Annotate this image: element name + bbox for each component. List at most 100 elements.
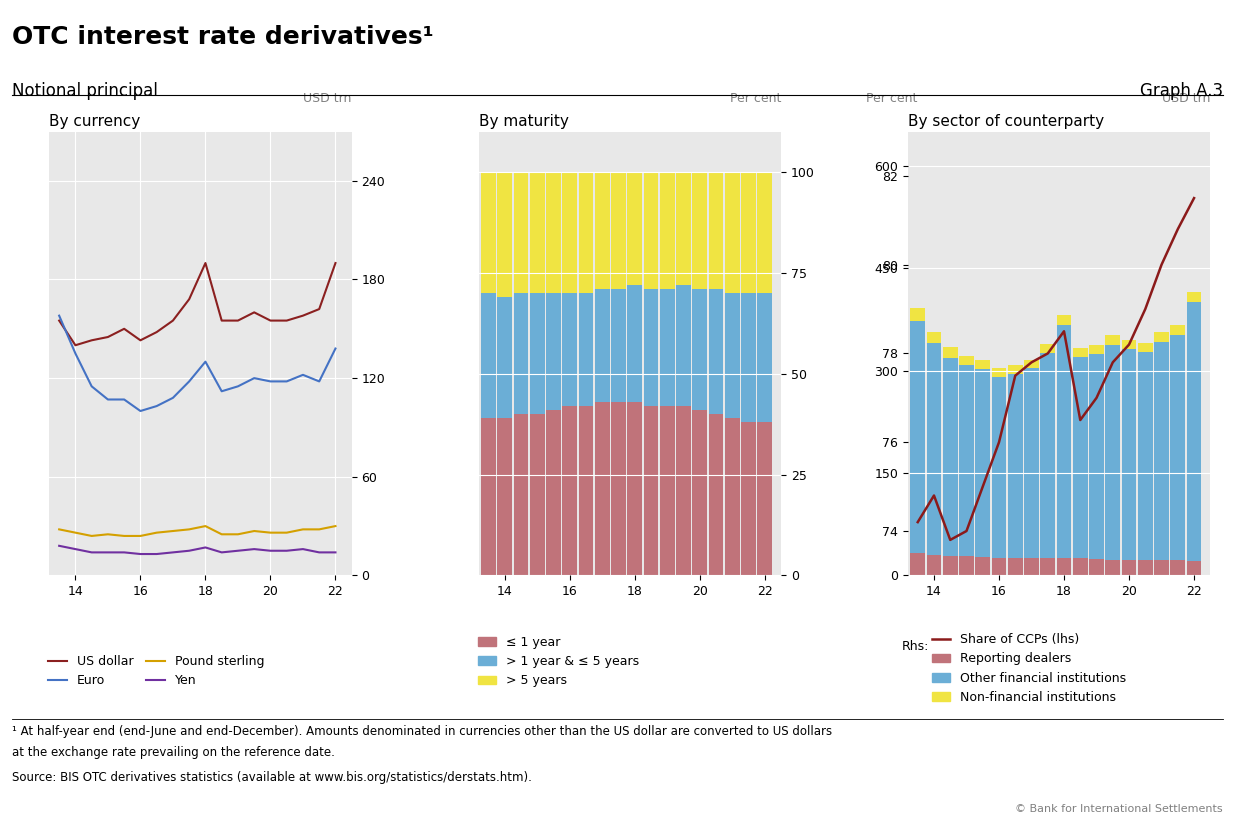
Text: USD trn: USD trn bbox=[1162, 92, 1210, 105]
Bar bbox=[514, 293, 529, 414]
Bar bbox=[1040, 353, 1055, 558]
Bar bbox=[926, 555, 941, 575]
Bar bbox=[1089, 559, 1104, 575]
Bar bbox=[579, 406, 593, 575]
Bar bbox=[1089, 354, 1104, 559]
Bar bbox=[1137, 344, 1152, 352]
Bar bbox=[530, 172, 545, 293]
Bar bbox=[530, 414, 545, 575]
Bar bbox=[725, 418, 740, 575]
Bar bbox=[1171, 335, 1186, 561]
Bar bbox=[1171, 326, 1186, 335]
Bar bbox=[992, 367, 1007, 376]
Bar bbox=[659, 172, 674, 289]
Bar bbox=[757, 422, 772, 575]
Bar bbox=[944, 358, 957, 556]
Text: Notional principal: Notional principal bbox=[12, 82, 158, 100]
Bar bbox=[659, 289, 674, 406]
Legend: Share of CCPs (lhs), Reporting dealers, Other financial institutions, Non-financ: Share of CCPs (lhs), Reporting dealers, … bbox=[926, 628, 1131, 709]
Bar bbox=[1040, 558, 1055, 575]
Bar bbox=[677, 172, 690, 285]
Bar bbox=[960, 355, 974, 365]
Text: Rhs:: Rhs: bbox=[902, 640, 929, 653]
Bar bbox=[579, 293, 593, 406]
Bar bbox=[1040, 344, 1055, 353]
Bar bbox=[514, 414, 529, 575]
Bar bbox=[1137, 352, 1152, 561]
Bar bbox=[659, 406, 674, 575]
Bar bbox=[1008, 365, 1023, 374]
Text: By maturity: By maturity bbox=[479, 114, 568, 129]
Bar bbox=[1105, 335, 1120, 344]
Bar bbox=[546, 410, 561, 575]
Bar bbox=[562, 172, 577, 293]
Bar bbox=[677, 406, 690, 575]
Bar bbox=[1073, 558, 1088, 575]
Bar bbox=[1121, 339, 1136, 349]
Bar bbox=[725, 293, 740, 418]
Bar bbox=[1155, 332, 1168, 342]
Text: Per cent: Per cent bbox=[866, 92, 918, 105]
Bar bbox=[1008, 558, 1023, 575]
Bar bbox=[1105, 560, 1120, 575]
Bar bbox=[530, 293, 545, 414]
Bar bbox=[595, 402, 610, 575]
Text: Per cent: Per cent bbox=[730, 92, 781, 105]
Bar bbox=[611, 289, 626, 402]
Text: By currency: By currency bbox=[49, 114, 141, 129]
Bar bbox=[1089, 345, 1104, 354]
Bar bbox=[595, 289, 610, 402]
Text: at the exchange rate prevailing on the reference date.: at the exchange rate prevailing on the r… bbox=[12, 746, 335, 759]
Bar bbox=[611, 402, 626, 575]
Bar bbox=[562, 293, 577, 406]
Bar bbox=[1121, 349, 1136, 561]
Bar bbox=[757, 172, 772, 293]
Bar bbox=[910, 308, 925, 321]
Bar bbox=[1187, 292, 1202, 302]
Bar bbox=[627, 402, 642, 575]
Text: Source: BIS OTC derivatives statistics (available at www.bis.org/statistics/ders: Source: BIS OTC derivatives statistics (… bbox=[12, 771, 532, 784]
Bar bbox=[693, 172, 708, 289]
Bar bbox=[1057, 557, 1071, 575]
Bar bbox=[627, 172, 642, 285]
Bar bbox=[960, 365, 974, 556]
Bar bbox=[992, 376, 1007, 557]
Bar bbox=[611, 172, 626, 289]
Text: USD trn: USD trn bbox=[304, 92, 352, 105]
Bar bbox=[741, 172, 756, 293]
Bar bbox=[1057, 326, 1071, 557]
Bar bbox=[514, 172, 529, 293]
Bar bbox=[562, 406, 577, 575]
Bar bbox=[643, 289, 658, 406]
Bar bbox=[976, 359, 990, 369]
Bar bbox=[910, 321, 925, 553]
Bar bbox=[1073, 357, 1088, 558]
Legend: US dollar, Euro, Pound sterling, Yen: US dollar, Euro, Pound sterling, Yen bbox=[43, 650, 269, 692]
Bar bbox=[546, 293, 561, 410]
Text: By sector of counterparty: By sector of counterparty bbox=[908, 114, 1104, 129]
Bar bbox=[1024, 368, 1039, 558]
Bar bbox=[627, 285, 642, 402]
Bar bbox=[693, 410, 708, 575]
Bar bbox=[910, 553, 925, 575]
Bar bbox=[960, 556, 974, 575]
Bar bbox=[976, 557, 990, 575]
Bar bbox=[1073, 348, 1088, 357]
Bar bbox=[1024, 558, 1039, 575]
Bar bbox=[1008, 374, 1023, 558]
Bar bbox=[1187, 561, 1202, 575]
Bar bbox=[926, 332, 941, 344]
Bar bbox=[498, 297, 513, 418]
Text: © Bank for International Settlements: © Bank for International Settlements bbox=[1015, 804, 1223, 814]
Bar bbox=[579, 172, 593, 293]
Text: ¹ At half-year end (end-June and end-December). Amounts denominated in currencie: ¹ At half-year end (end-June and end-Dec… bbox=[12, 725, 832, 738]
Bar bbox=[1024, 359, 1039, 368]
Bar bbox=[757, 293, 772, 422]
Bar bbox=[643, 172, 658, 289]
Bar bbox=[1171, 561, 1186, 575]
Bar bbox=[709, 289, 724, 414]
Bar bbox=[1155, 561, 1168, 575]
Bar bbox=[693, 289, 708, 410]
Bar bbox=[482, 172, 495, 293]
Bar bbox=[643, 406, 658, 575]
